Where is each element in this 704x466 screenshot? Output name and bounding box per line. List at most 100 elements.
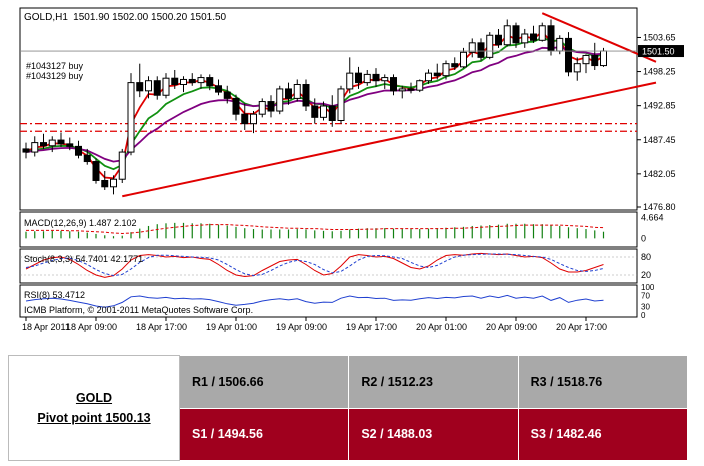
candle bbox=[538, 22, 546, 42]
candle bbox=[442, 60, 450, 80]
candle bbox=[22, 142, 30, 159]
candle bbox=[250, 111, 257, 134]
candle bbox=[346, 57, 354, 94]
candle bbox=[363, 69, 371, 86]
candle-body bbox=[591, 54, 599, 67]
candle-body bbox=[171, 77, 179, 86]
candle-body bbox=[495, 34, 502, 46]
price-tick-label: 1482.05 bbox=[643, 169, 676, 179]
candle-body bbox=[600, 50, 607, 67]
candle bbox=[477, 38, 485, 61]
candle bbox=[591, 42, 599, 70]
current-price-label: 1501.50 bbox=[642, 47, 675, 57]
pivot-symbol-cell: GOLD Pivot point 1500.13 bbox=[8, 355, 180, 461]
candle-body bbox=[363, 73, 371, 84]
candle bbox=[381, 74, 389, 89]
candle-body bbox=[127, 82, 135, 153]
candle-body bbox=[311, 105, 319, 118]
candle bbox=[31, 136, 39, 157]
candle bbox=[293, 79, 301, 102]
candle bbox=[433, 63, 441, 80]
candle bbox=[92, 158, 100, 184]
pivot-table: GOLD Pivot point 1500.13 R1 / 1506.66 R2… bbox=[8, 355, 689, 461]
candle-body bbox=[66, 143, 74, 147]
candle-body bbox=[206, 77, 214, 87]
header-ohlc: 1501.90 1502.00 1500.20 1501.50 bbox=[73, 12, 226, 23]
candle bbox=[503, 19, 511, 47]
candle-body bbox=[547, 25, 555, 52]
candle-body bbox=[48, 139, 56, 147]
candle-body bbox=[197, 77, 205, 84]
candle bbox=[573, 57, 581, 81]
candle bbox=[285, 82, 292, 105]
macd-tick-label: 4.664 bbox=[641, 213, 664, 223]
candle bbox=[337, 85, 345, 124]
candle-body bbox=[92, 161, 100, 181]
candle-body bbox=[118, 151, 126, 180]
price-chart: GOLD,H1 1501.90 1502.00 1500.20 1501.50 #… bbox=[19, 7, 684, 332]
price-tick-label: 1498.25 bbox=[643, 67, 676, 77]
candle bbox=[425, 69, 432, 84]
candle bbox=[48, 136, 56, 153]
candle-body bbox=[188, 78, 196, 84]
candle-body bbox=[346, 72, 354, 90]
price-axis: 1503.65 1498.25 1492.85 1487.45 1482.05 1476.… bbox=[637, 32, 676, 212]
candle bbox=[40, 133, 47, 149]
candle bbox=[66, 137, 74, 151]
rsi-tick-label: 100 bbox=[641, 283, 655, 292]
candle bbox=[468, 38, 476, 58]
time-tick-label: 18 Apr 09:00 bbox=[66, 322, 117, 332]
macd-signal-line bbox=[26, 224, 604, 235]
candle-body bbox=[460, 51, 467, 68]
rsi-tick-label: 70 bbox=[641, 291, 650, 300]
candle bbox=[565, 32, 572, 77]
candle-body bbox=[267, 101, 275, 112]
candle bbox=[110, 175, 117, 195]
time-tick-label: 19 Apr 17:00 bbox=[346, 322, 397, 332]
candle-body bbox=[530, 33, 537, 41]
candle-body bbox=[573, 63, 581, 73]
candle-body bbox=[416, 80, 424, 91]
candle-body bbox=[136, 82, 144, 92]
candle-body bbox=[381, 77, 389, 82]
candlesticks bbox=[22, 19, 607, 195]
macd-indicator: 4.664 0 bbox=[25, 213, 664, 243]
support-1: S1 / 1494.56 bbox=[178, 407, 350, 461]
candle-body bbox=[250, 113, 257, 125]
candle bbox=[118, 148, 126, 184]
candle bbox=[197, 74, 205, 89]
candle bbox=[302, 79, 310, 112]
candle-body bbox=[468, 42, 476, 53]
candle-body bbox=[477, 42, 485, 58]
candle-body bbox=[162, 77, 170, 96]
candle bbox=[57, 132, 65, 148]
candle-body bbox=[302, 84, 310, 107]
candle-body bbox=[372, 73, 380, 82]
candle bbox=[136, 63, 144, 98]
pivot-point: Pivot point 1500.13 bbox=[37, 411, 151, 425]
candle bbox=[416, 79, 424, 93]
candle bbox=[582, 54, 590, 74]
candle bbox=[171, 69, 179, 89]
candle-body bbox=[451, 63, 459, 68]
time-tick-label: 18 Apr 2011 bbox=[22, 322, 70, 332]
candle bbox=[521, 28, 529, 48]
candle-body bbox=[40, 142, 47, 147]
stoch-pane-frame bbox=[19, 248, 638, 284]
candle-body bbox=[22, 148, 30, 153]
candle-body bbox=[83, 154, 91, 163]
stoch-tick-label: 20 bbox=[641, 270, 651, 280]
pivot-symbol: GOLD bbox=[75, 391, 113, 405]
candle bbox=[127, 73, 135, 156]
candle-body bbox=[75, 145, 82, 156]
candle bbox=[328, 95, 336, 127]
candle bbox=[258, 98, 266, 118]
candle-body bbox=[390, 77, 397, 92]
candle-body bbox=[223, 91, 231, 99]
candle-body bbox=[503, 25, 511, 46]
candle-body bbox=[110, 178, 117, 188]
candle-body bbox=[407, 88, 415, 91]
rsi-pane-frame bbox=[19, 284, 638, 318]
